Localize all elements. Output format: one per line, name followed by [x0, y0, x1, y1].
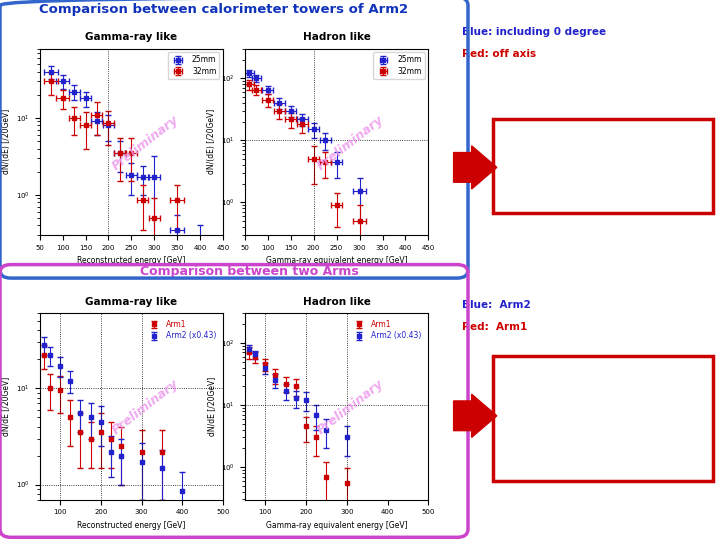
Text: Comparison between calorimeter towers of Arm2: Comparison between calorimeter towers of… [39, 3, 408, 16]
Legend: 25mm, 32mm: 25mm, 32mm [373, 52, 425, 79]
Text: Both detectors
give same
spectra: Both detectors give same spectra [528, 389, 678, 448]
Text: Preliminary: Preliminary [315, 377, 386, 437]
Title: Gamma-ray like: Gamma-ray like [86, 32, 177, 42]
Title: Hadron like: Hadron like [302, 32, 371, 42]
Legend: 25mm, 32mm: 25mm, 32mm [168, 52, 220, 79]
Text: Blue: including 0 degree: Blue: including 0 degree [462, 28, 606, 37]
Legend: Arm1, Arm2 (x0.43): Arm1, Arm2 (x0.43) [145, 317, 220, 343]
Text: Comparison between two Arms: Comparison between two Arms [140, 265, 359, 278]
X-axis label: Reconstructed energy [GeV]: Reconstructed energy [GeV] [77, 256, 186, 265]
Text: Red: off axis: Red: off axis [462, 49, 536, 59]
Y-axis label: dN/dE [/20GeV]: dN/dE [/20GeV] [1, 377, 11, 436]
Text: Red:  Arm1: Red: Arm1 [462, 322, 528, 332]
Text: Preliminary: Preliminary [109, 113, 181, 173]
Text: Preliminary: Preliminary [315, 113, 386, 173]
X-axis label: Gamma-ray equivalent energy [GeV]: Gamma-ray equivalent energy [GeV] [266, 521, 408, 530]
Title: Hadron like: Hadron like [302, 297, 371, 307]
Legend: Arm1, Arm2 (x0.43): Arm1, Arm2 (x0.43) [351, 317, 425, 343]
Y-axis label: dN/(dE) [/20GeV]: dN/(dE) [/20GeV] [207, 109, 216, 174]
Y-axis label: dN/dE [/20GeV]: dN/dE [/20GeV] [207, 377, 216, 436]
Title: Gamma-ray like: Gamma-ray like [86, 297, 177, 307]
Y-axis label: dN/(dE) [/20GeV]: dN/(dE) [/20GeV] [1, 109, 11, 174]
Text: No angular
dependence: No angular dependence [541, 146, 665, 185]
X-axis label: Reconstructed energy [GeV]: Reconstructed energy [GeV] [77, 521, 186, 530]
X-axis label: Gamma-ray equivalent energy [GeV]: Gamma-ray equivalent energy [GeV] [266, 256, 408, 265]
Text: Blue:  Arm2: Blue: Arm2 [462, 300, 531, 310]
Text: Preliminary: Preliminary [109, 377, 181, 437]
